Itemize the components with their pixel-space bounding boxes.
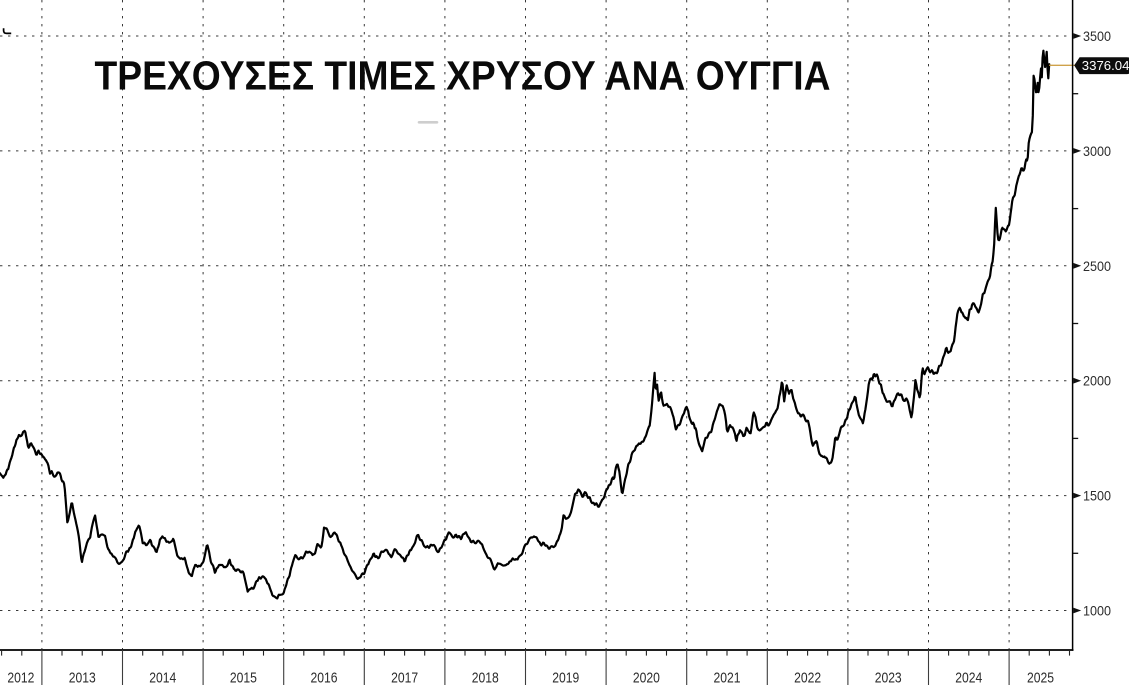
- svg-text:2021: 2021: [714, 671, 741, 685]
- svg-text:2019: 2019: [552, 671, 579, 685]
- svg-text:2013: 2013: [69, 671, 96, 685]
- svg-text:3376.04: 3376.04: [1082, 58, 1129, 73]
- svg-text:3500: 3500: [1083, 29, 1111, 44]
- svg-text:2015: 2015: [230, 671, 257, 685]
- svg-text:2025: 2025: [1027, 671, 1054, 685]
- svg-text:1000: 1000: [1083, 604, 1111, 619]
- svg-text:2500: 2500: [1083, 259, 1111, 274]
- svg-text:1500: 1500: [1083, 489, 1111, 504]
- svg-text:3000: 3000: [1083, 144, 1111, 159]
- svg-text:2018: 2018: [472, 671, 499, 685]
- svg-text:2022: 2022: [794, 671, 821, 685]
- svg-text:2016: 2016: [311, 671, 338, 685]
- svg-text:2024: 2024: [955, 671, 982, 685]
- svg-text:2017: 2017: [391, 671, 418, 685]
- svg-text:2000: 2000: [1083, 374, 1111, 389]
- svg-text:2023: 2023: [875, 671, 902, 685]
- svg-text:2020: 2020: [633, 671, 660, 685]
- svg-text:2014: 2014: [149, 671, 176, 685]
- svg-text:2012: 2012: [7, 671, 34, 685]
- svg-text:ΤΡΕΧΟΥΣΕΣ ΤΙΜΕΣ ΧΡΥΣΟΥ ΑΝΑ ΟΥΓ: ΤΡΕΧΟΥΣΕΣ ΤΙΜΕΣ ΧΡΥΣΟΥ ΑΝΑ ΟΥΓΓΙΑ: [95, 53, 831, 99]
